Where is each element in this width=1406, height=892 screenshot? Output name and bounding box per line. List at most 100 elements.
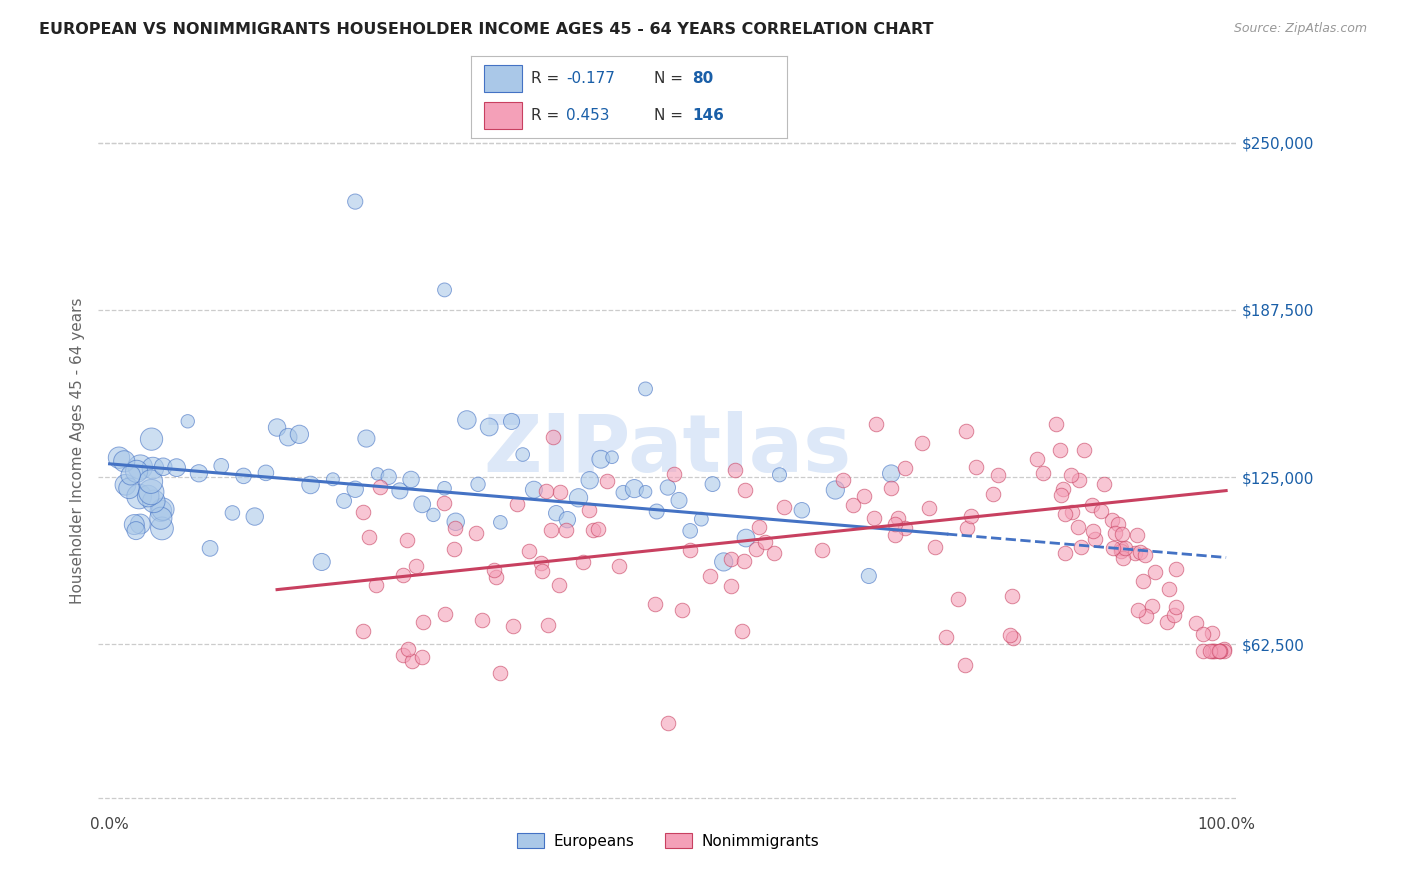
Point [311, 555, 333, 569]
Point [724, 463, 747, 477]
Point [141, 485, 163, 500]
Point [894, 520, 917, 534]
Point [645, 504, 668, 518]
Point [266, 420, 288, 434]
Point [811, 543, 834, 558]
Point [679, 524, 702, 538]
Point [288, 427, 311, 442]
Point [589, 452, 612, 467]
Point [1112, 551, 1135, 566]
Text: 80: 80 [693, 70, 714, 86]
Point [1129, 545, 1152, 559]
Point [1125, 546, 1147, 560]
Point [152, 502, 174, 516]
Point [555, 523, 578, 537]
Point [699, 569, 721, 583]
Point [187, 467, 209, 481]
Point [862, 510, 884, 524]
Point [690, 512, 713, 526]
Point [399, 473, 422, 487]
Point [377, 470, 399, 484]
Point [1054, 507, 1077, 521]
Point [731, 624, 754, 638]
Point [702, 477, 724, 491]
Point [1067, 520, 1090, 534]
Point [1192, 627, 1215, 641]
Point [644, 597, 666, 611]
Point [548, 578, 571, 592]
Point [546, 506, 568, 520]
Text: N =: N = [655, 108, 689, 123]
Point [139, 475, 162, 489]
Text: Source: ZipAtlas.com: Source: ZipAtlas.com [1233, 22, 1367, 36]
Point [745, 542, 768, 557]
Point [858, 569, 880, 583]
Point [505, 497, 527, 511]
Point [322, 472, 344, 486]
Point [965, 460, 987, 475]
Point [1084, 532, 1107, 546]
Point [125, 464, 148, 478]
Point [1101, 541, 1123, 556]
Point [865, 417, 887, 431]
Point [1107, 516, 1129, 531]
Point [444, 521, 467, 535]
Point [1209, 644, 1232, 658]
Point [396, 533, 419, 548]
Point [1060, 468, 1083, 483]
Point [911, 435, 934, 450]
Point [959, 509, 981, 524]
Point [149, 511, 172, 525]
Point [768, 467, 790, 482]
Point [734, 483, 756, 497]
Point [679, 542, 702, 557]
Point [1114, 541, 1136, 556]
Point [401, 654, 423, 668]
Point [1212, 642, 1234, 657]
Point [1101, 513, 1123, 527]
Point [464, 525, 486, 540]
Point [478, 420, 501, 434]
Point [1208, 644, 1230, 658]
Point [955, 657, 977, 672]
Point [392, 568, 415, 582]
Point [657, 481, 679, 495]
Point [254, 466, 277, 480]
Point [456, 413, 478, 427]
Point [612, 485, 634, 500]
Point [894, 461, 917, 475]
Point [540, 523, 562, 537]
Point [352, 505, 374, 519]
Point [359, 530, 381, 544]
Point [422, 508, 444, 522]
Point [1081, 524, 1104, 539]
Point [141, 432, 163, 446]
Point [344, 482, 367, 496]
Point [128, 490, 150, 504]
Y-axis label: Householder Income Ages 45 - 64 years: Householder Income Ages 45 - 64 years [69, 297, 84, 604]
Point [623, 482, 645, 496]
Text: 0.453: 0.453 [567, 108, 609, 123]
Point [129, 516, 152, 531]
Text: -0.177: -0.177 [567, 70, 614, 86]
Point [444, 515, 467, 529]
Point [243, 509, 266, 524]
Point [1156, 615, 1178, 630]
Text: 146: 146 [693, 108, 724, 123]
Point [772, 500, 794, 514]
Point [735, 531, 758, 545]
Text: R =: R = [531, 70, 564, 86]
Point [142, 461, 165, 475]
Point [733, 554, 755, 568]
Text: ZIPatlas: ZIPatlas [484, 411, 852, 490]
Point [578, 502, 600, 516]
Point [713, 555, 735, 569]
Point [1104, 526, 1126, 541]
Point [1001, 631, 1024, 645]
Point [367, 467, 389, 481]
Point [232, 469, 254, 483]
Point [634, 484, 657, 499]
Point [720, 579, 742, 593]
Point [557, 513, 579, 527]
Point [1073, 443, 1095, 458]
